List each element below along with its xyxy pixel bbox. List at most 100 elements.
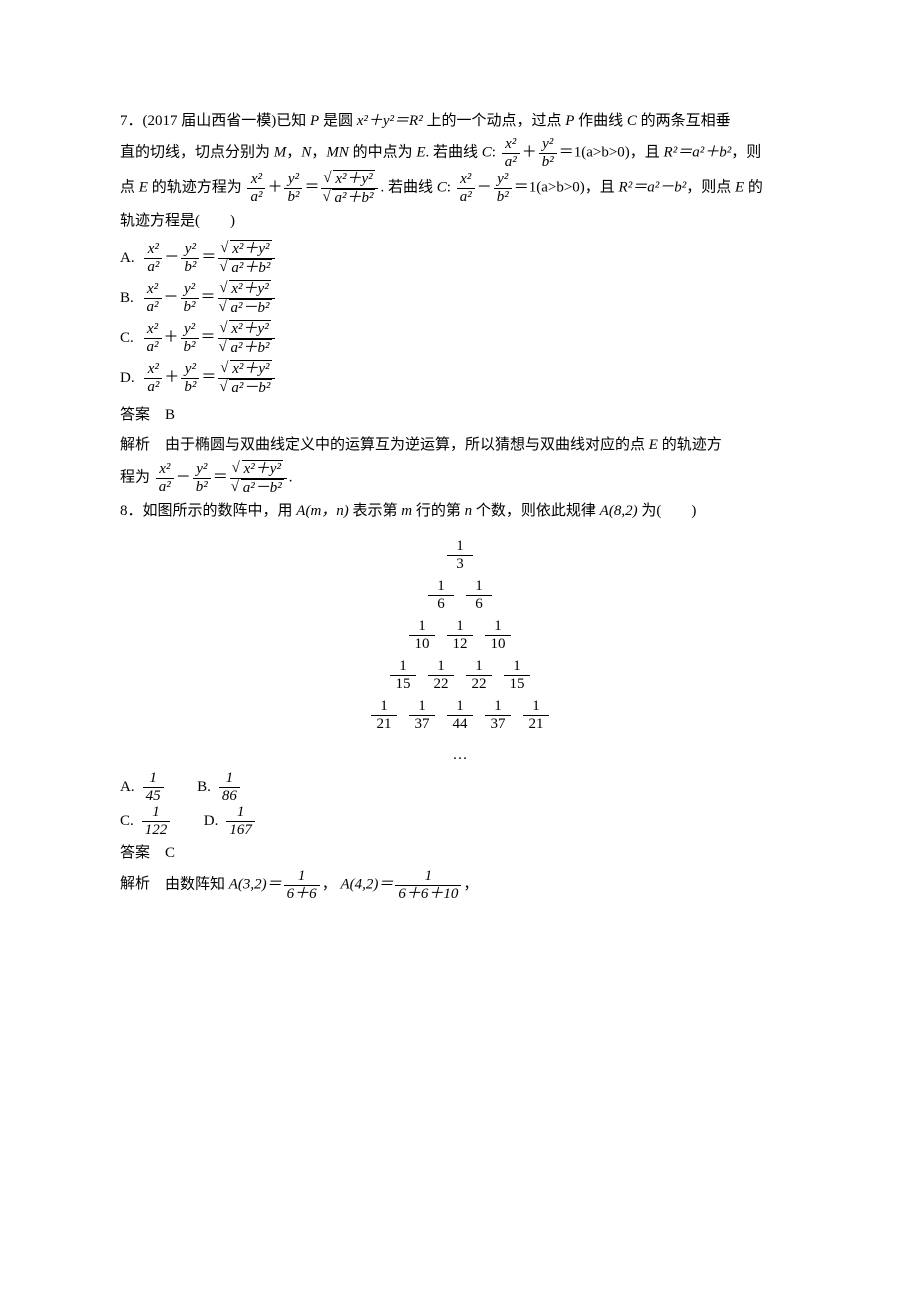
den: a² bbox=[502, 154, 520, 171]
frac: x²＋y²a²－b² bbox=[218, 360, 275, 396]
answer-label: 答案 bbox=[120, 400, 165, 430]
var-E: E bbox=[649, 437, 658, 453]
triangle-fraction: 121 bbox=[371, 698, 397, 732]
num: 1 bbox=[395, 868, 461, 886]
sqrt: a²＋b² bbox=[229, 339, 272, 357]
num: x²＋y² bbox=[218, 280, 275, 299]
den: a²－b² bbox=[230, 479, 287, 497]
den: a² bbox=[457, 189, 475, 206]
text: 个数，则依此规律 bbox=[472, 503, 600, 519]
den: b² bbox=[494, 189, 512, 206]
den: a²＋b² bbox=[321, 189, 378, 207]
triangle-fraction: 16 bbox=[428, 578, 454, 612]
r2-minus: R²＝a²－b² bbox=[619, 179, 687, 195]
choice-label-c: C. bbox=[120, 806, 134, 836]
frac: 186 bbox=[219, 770, 240, 804]
var-P: P bbox=[310, 113, 319, 129]
num: y² bbox=[181, 321, 199, 339]
text: ＝1(a>b>0)，且 bbox=[514, 179, 619, 195]
q7-answer-line: 答案B bbox=[120, 400, 800, 430]
choice-label-c: C. bbox=[120, 323, 134, 353]
explain-label: 解析 bbox=[120, 430, 165, 460]
frac: x²a² bbox=[144, 361, 162, 395]
sqrt: x²＋y² bbox=[230, 240, 271, 258]
q8-choices-row1: A. 145 B. 186 bbox=[120, 770, 800, 804]
frac: x²＋y²a²－b² bbox=[218, 280, 275, 316]
text: ， bbox=[311, 144, 326, 160]
text: 作曲线 bbox=[574, 113, 627, 129]
triangle-fraction: 144 bbox=[447, 698, 473, 732]
den: a² bbox=[144, 379, 162, 396]
frac: y²b² bbox=[181, 321, 199, 355]
text: 的 bbox=[744, 179, 763, 195]
text: . bbox=[289, 469, 293, 485]
answer-value: C bbox=[165, 845, 175, 861]
num: 1 bbox=[143, 770, 164, 788]
triangle-row: 110112110 bbox=[120, 618, 800, 652]
text: 是圆 bbox=[319, 113, 357, 129]
frac: 16＋6＋10 bbox=[395, 868, 461, 902]
text: ＝1(a>b>0)，且 bbox=[559, 144, 664, 160]
r2-plus: R²＝a²＋b² bbox=[664, 144, 732, 160]
num: x² bbox=[144, 241, 162, 259]
num: 1 bbox=[142, 804, 171, 822]
frac-y2b2: y²b² bbox=[539, 136, 557, 170]
triangle-fraction: 121 bbox=[523, 698, 549, 732]
text: 的轨迹方程为 bbox=[148, 179, 242, 195]
text: 上的一个动点，过点 bbox=[423, 113, 566, 129]
text: 为( ) bbox=[638, 503, 697, 519]
den: b² bbox=[181, 259, 199, 276]
var-MN: MN bbox=[326, 144, 349, 160]
var-m: m bbox=[401, 503, 412, 519]
explain-label: 解析 bbox=[120, 869, 165, 899]
den: 122 bbox=[142, 822, 171, 839]
sqrt: x²＋y² bbox=[229, 320, 270, 338]
den: 6＋6＋10 bbox=[395, 886, 461, 903]
num: y² bbox=[181, 281, 199, 299]
text: 直的切线，切点分别为 bbox=[120, 144, 274, 160]
frac: x²＋y²a²＋b² bbox=[218, 320, 275, 356]
text: ， bbox=[463, 876, 478, 892]
q8-answer-line: 答案C bbox=[120, 838, 800, 868]
question-8: 8．如图所示的数阵中，用 A(m，n) 表示第 m 行的第 n 个数，则依此规律… bbox=[120, 496, 800, 902]
text: 由于椭圆与双曲线定义中的运算互为逆运算，所以猜想与双曲线对应的点 bbox=[165, 437, 649, 453]
den: b² bbox=[193, 479, 211, 496]
text: 如图所示的数阵中，用 bbox=[143, 503, 297, 519]
den: 45 bbox=[143, 788, 164, 805]
frac: x²a² bbox=[144, 241, 162, 275]
frac-x2a2: x²a² bbox=[457, 171, 475, 205]
circle-eq: x²＋y²＝R² bbox=[357, 113, 423, 129]
num: y² bbox=[181, 361, 199, 379]
frac: 16＋6 bbox=[284, 868, 320, 902]
den: a²＋b² bbox=[218, 339, 275, 357]
num: x²＋y² bbox=[230, 460, 287, 479]
text: 程为 bbox=[120, 469, 150, 485]
triangle-fraction: 137 bbox=[485, 698, 511, 732]
triangle-fraction: 115 bbox=[504, 658, 530, 692]
choice-a: A. x²a²－y²b²＝x²＋y²a²＋b² bbox=[120, 240, 800, 276]
triangle-fraction: 122 bbox=[466, 658, 492, 692]
var-C: C bbox=[437, 179, 447, 195]
var-E: E bbox=[139, 179, 148, 195]
frac-x2a2: x²a² bbox=[502, 136, 520, 170]
num: x² bbox=[247, 171, 265, 189]
num: x² bbox=[144, 321, 162, 339]
den: b² bbox=[181, 339, 199, 356]
A32: A(3,2)＝ bbox=[229, 876, 282, 892]
den: b² bbox=[284, 189, 302, 206]
q8-line1: 8．如图所示的数阵中，用 A(m，n) 表示第 m 行的第 n 个数，则依此规律… bbox=[120, 496, 800, 526]
choice-label-d: D. bbox=[120, 363, 135, 393]
choice-label-b: B. bbox=[197, 772, 211, 802]
A42: A(4,2)＝ bbox=[340, 876, 393, 892]
choice-label-a: A. bbox=[120, 772, 135, 802]
choice-label-a: A. bbox=[120, 243, 135, 273]
var-P: P bbox=[565, 113, 574, 129]
num: x²＋y² bbox=[321, 170, 378, 189]
den: 6＋6 bbox=[284, 886, 320, 903]
frac-sqrt: x²＋y²a²＋b² bbox=[321, 170, 378, 206]
triangle-row: 1616 bbox=[120, 578, 800, 612]
sqrt: a²－b² bbox=[229, 299, 272, 317]
frac: 145 bbox=[143, 770, 164, 804]
text: 的轨迹方 bbox=[658, 437, 722, 453]
den: a²－b² bbox=[218, 299, 275, 317]
